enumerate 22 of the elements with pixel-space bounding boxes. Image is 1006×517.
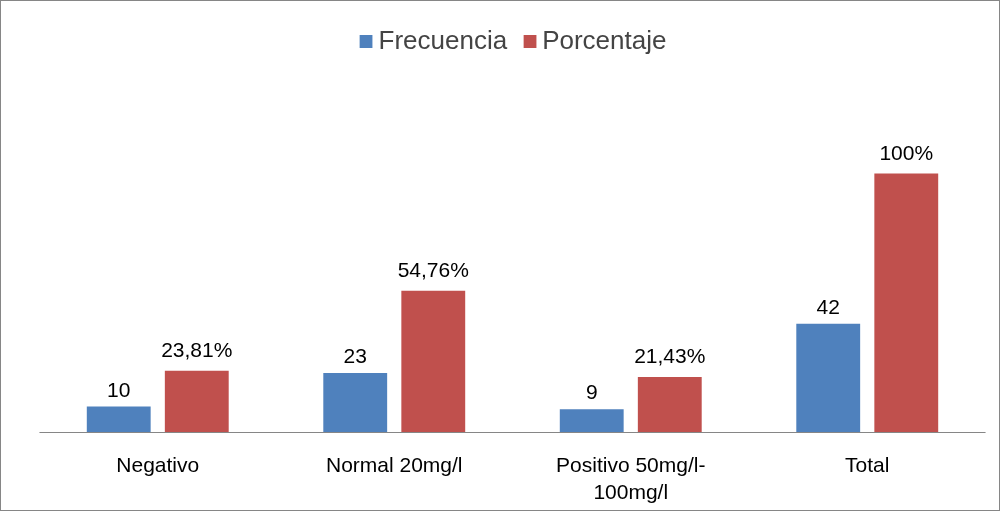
- x-tick-label: Negativo: [116, 452, 200, 476]
- bar: [559, 409, 624, 433]
- data-label: 21,43%: [634, 344, 706, 368]
- bar: [86, 406, 151, 433]
- data-label: 23,81%: [161, 338, 233, 362]
- data-label: 100%: [879, 140, 934, 164]
- bar: [164, 370, 229, 433]
- bar: [874, 173, 939, 433]
- data-label: 23: [343, 344, 367, 368]
- x-tick-label: Normal 20mg/l: [325, 452, 463, 476]
- data-label: 54,76%: [397, 257, 469, 281]
- data-label: 10: [107, 377, 131, 401]
- legend-label: Porcentaje: [542, 25, 667, 56]
- x-tick-label: Total: [845, 452, 890, 476]
- bar: [637, 376, 702, 433]
- legend-label: Frecuencia: [378, 25, 508, 56]
- bar: [323, 372, 388, 433]
- x-tick-label: Positivo 50mg/l-100mg/l: [556, 452, 706, 504]
- bar: [796, 323, 861, 433]
- bar: [401, 290, 466, 433]
- data-label: 9: [585, 380, 598, 404]
- data-label: 42: [816, 294, 840, 318]
